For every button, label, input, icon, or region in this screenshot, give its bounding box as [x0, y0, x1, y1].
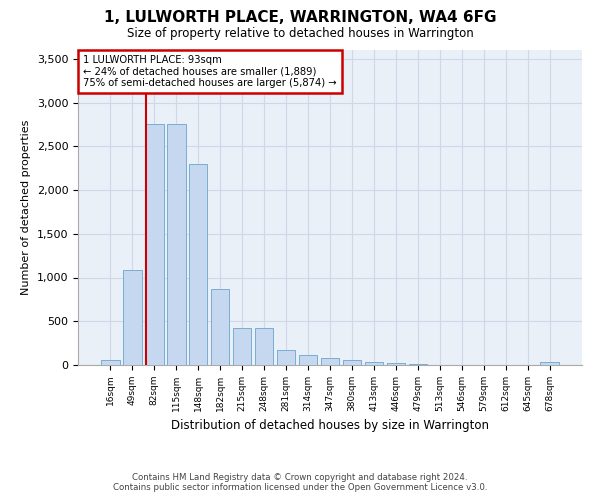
Bar	[189, 164, 208, 365]
Bar	[101, 360, 119, 365]
Y-axis label: Number of detached properties: Number of detached properties	[21, 120, 31, 295]
Bar	[233, 328, 251, 365]
Bar	[167, 124, 185, 365]
Bar	[320, 358, 340, 365]
Bar	[541, 362, 559, 365]
Bar	[343, 360, 361, 365]
Bar	[255, 328, 274, 365]
Text: 1 LULWORTH PLACE: 93sqm
← 24% of detached houses are smaller (1,889)
75% of semi: 1 LULWORTH PLACE: 93sqm ← 24% of detache…	[83, 54, 337, 88]
Bar	[386, 363, 405, 365]
Text: 1, LULWORTH PLACE, WARRINGTON, WA4 6FG: 1, LULWORTH PLACE, WARRINGTON, WA4 6FG	[104, 10, 496, 25]
Text: Size of property relative to detached houses in Warrington: Size of property relative to detached ho…	[127, 28, 473, 40]
Bar	[123, 270, 142, 365]
Text: Contains HM Land Registry data © Crown copyright and database right 2024.
Contai: Contains HM Land Registry data © Crown c…	[113, 473, 487, 492]
Bar	[409, 364, 427, 365]
Bar	[211, 289, 229, 365]
Bar	[365, 362, 383, 365]
Bar	[145, 124, 164, 365]
Bar	[299, 355, 317, 365]
X-axis label: Distribution of detached houses by size in Warrington: Distribution of detached houses by size …	[171, 420, 489, 432]
Bar	[277, 350, 295, 365]
